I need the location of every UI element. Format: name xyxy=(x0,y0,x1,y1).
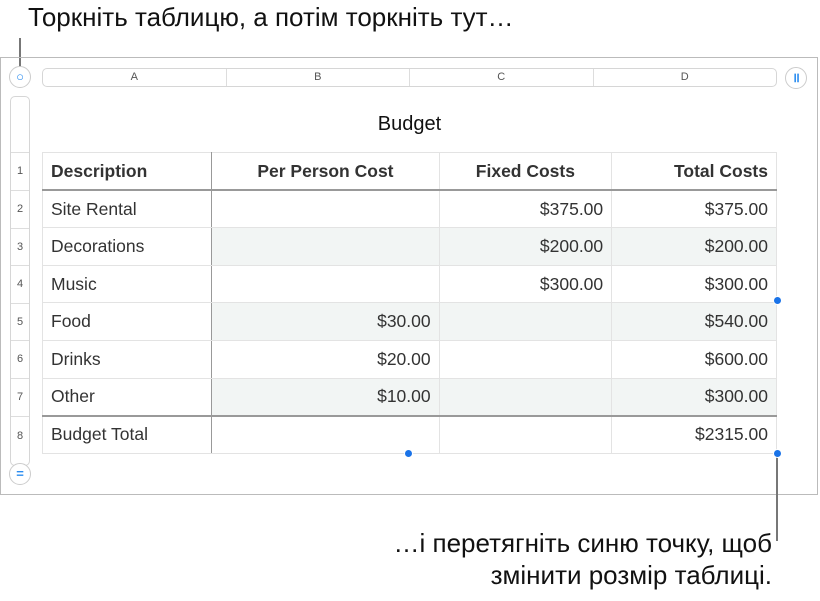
resize-columns-handle[interactable] xyxy=(773,296,782,305)
table-row: Drinks $20.00 $600.00 xyxy=(41,339,777,379)
pause-bars-icon: ॥ xyxy=(792,70,800,85)
callout-line-bottom xyxy=(776,455,778,541)
row-header-3[interactable]: 3 xyxy=(11,228,29,266)
table-title[interactable]: Budget xyxy=(377,113,442,135)
header-cell[interactable]: Fixed Costs xyxy=(438,152,613,192)
footer-cell[interactable]: $2315.00 xyxy=(611,414,777,454)
table-cell[interactable]: $300.00 xyxy=(438,264,613,304)
row-header-6[interactable]: 6 xyxy=(11,340,29,378)
table-row: Other $10.00 $300.00 xyxy=(41,377,777,417)
table-cell[interactable]: $300.00 xyxy=(611,264,777,304)
bottom-callout-line1: …і перетягніть синю точку, щоб xyxy=(393,528,773,558)
header-row: Description Per Person Cost Fixed Costs … xyxy=(41,152,777,192)
table-cell[interactable]: $200.00 xyxy=(611,227,777,266)
header-cell[interactable]: Per Person Cost xyxy=(211,152,440,192)
header-cell[interactable]: Description xyxy=(41,152,213,192)
table-row: Decorations $200.00 $200.00 xyxy=(41,227,777,266)
table-cell[interactable]: Site Rental xyxy=(41,189,213,229)
column-handle-button[interactable]: ॥ xyxy=(785,67,807,89)
row-header-1[interactable]: 1 xyxy=(11,152,29,190)
table-cell[interactable] xyxy=(211,227,440,266)
table-frame xyxy=(0,57,818,495)
row-header-4[interactable]: 4 xyxy=(11,265,29,303)
resize-rows-handle[interactable] xyxy=(404,449,413,458)
footer-row: Budget Total $2315.00 xyxy=(41,414,777,454)
row-handle-button[interactable]: = xyxy=(9,463,31,485)
table-cell[interactable]: $600.00 xyxy=(611,339,777,379)
row-header-7[interactable]: 7 xyxy=(11,378,29,416)
column-header-c[interactable]: C xyxy=(410,69,594,86)
table-cell[interactable]: Other xyxy=(41,377,213,417)
equals-icon: = xyxy=(16,466,24,481)
table-cell[interactable]: $540.00 xyxy=(611,302,777,341)
table-row: Music $300.00 $300.00 xyxy=(41,264,777,304)
column-header-bar[interactable]: A B C D xyxy=(42,68,777,87)
circle-icon: ○ xyxy=(16,69,24,84)
table-cell[interactable]: $375.00 xyxy=(438,189,613,229)
table-cell[interactable] xyxy=(438,302,613,341)
callout-line xyxy=(19,38,21,68)
table-cell[interactable] xyxy=(438,339,613,379)
table-cell[interactable] xyxy=(438,377,613,417)
table-row: Site Rental $375.00 $375.00 xyxy=(41,189,777,229)
row-header-8[interactable]: 8 xyxy=(11,416,29,464)
row-header-bar[interactable]: 1 2 3 4 5 6 7 8 xyxy=(10,96,30,466)
table-cell[interactable]: $20.00 xyxy=(211,339,440,379)
row-header-5[interactable]: 5 xyxy=(11,303,29,341)
select-table-button[interactable]: ○ xyxy=(9,66,31,88)
column-header-b[interactable]: B xyxy=(227,69,410,86)
header-cell[interactable]: Total Costs xyxy=(611,152,777,192)
table-cell[interactable]: $200.00 xyxy=(438,227,613,266)
table-cell[interactable]: Music xyxy=(41,264,213,304)
table-cell[interactable]: $10.00 xyxy=(211,377,440,417)
table-cell[interactable]: $30.00 xyxy=(211,302,440,341)
footer-cell[interactable]: Budget Total xyxy=(41,414,213,454)
row-header-2[interactable]: 2 xyxy=(11,190,29,228)
table-cell[interactable]: Decorations xyxy=(41,227,213,266)
bottom-callout-line2: змінити розмір таблиці. xyxy=(490,560,772,590)
footer-cell[interactable] xyxy=(211,414,440,454)
footer-cell[interactable] xyxy=(438,414,613,454)
table-cell[interactable]: $300.00 xyxy=(611,377,777,417)
table-cell[interactable] xyxy=(211,189,440,229)
column-header-d[interactable]: D xyxy=(680,71,689,83)
table-cell[interactable]: $375.00 xyxy=(611,189,777,229)
table-row: Food $30.00 $540.00 xyxy=(41,302,777,341)
table-cell[interactable]: Drinks xyxy=(41,339,213,379)
table-cell[interactable] xyxy=(211,264,440,304)
column-header-a[interactable]: A xyxy=(43,69,227,86)
budget-table[interactable]: Description Per Person Cost Fixed Costs … xyxy=(41,152,777,454)
resize-table-handle[interactable] xyxy=(773,449,782,458)
top-callout: Торкніть таблицю, а потім торкніть тут… xyxy=(28,2,514,32)
table-cell[interactable]: Food xyxy=(41,302,213,341)
